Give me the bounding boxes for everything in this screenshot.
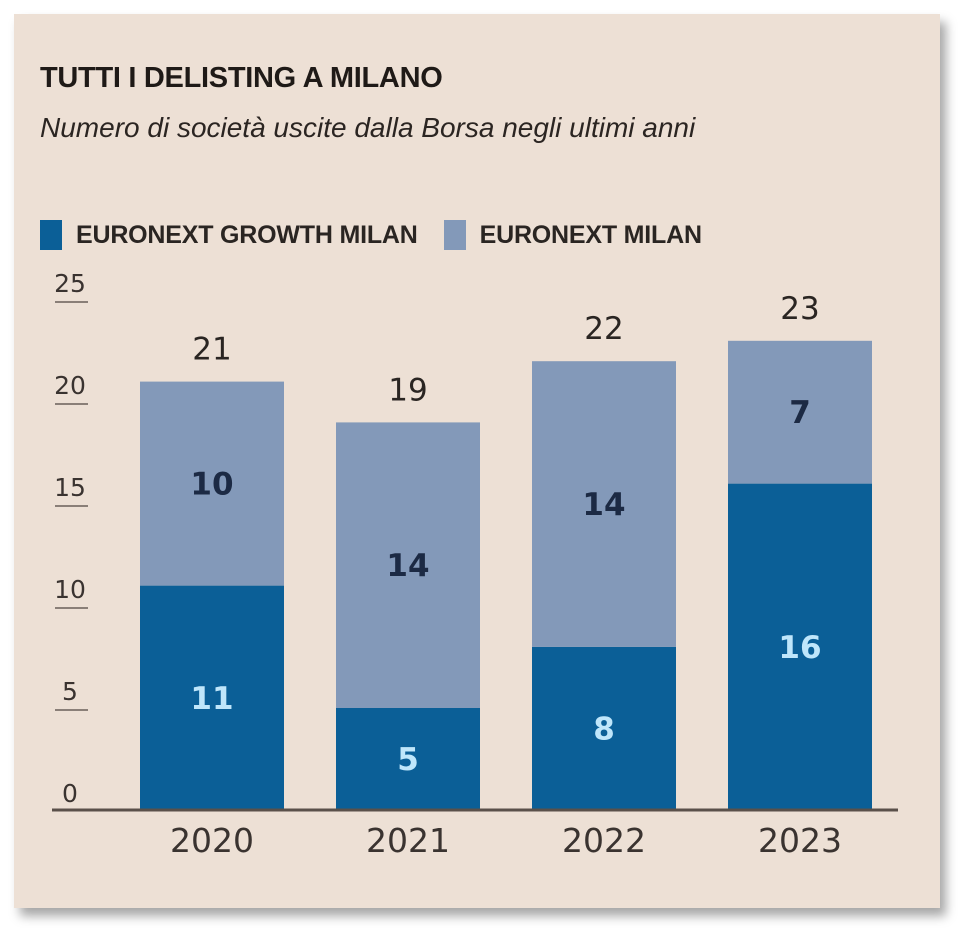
y-tick-label: 25 [54, 269, 86, 298]
x-tick-label: 2023 [758, 821, 842, 860]
total-label: 23 [780, 291, 819, 327]
legend: EURONEXT GROWTH MILAN EURONEXT MILAN [40, 220, 728, 250]
x-tick-label: 2022 [562, 821, 646, 860]
chart-title: TUTTI I DELISTING A MILANO [40, 62, 443, 94]
bar-segment-growth [532, 646, 676, 810]
x-tick-label: 2021 [366, 821, 450, 860]
bar-segment-growth [728, 483, 872, 810]
y-tick-label: 10 [54, 575, 86, 604]
legend-label-growth: EURONEXT GROWTH MILAN [76, 220, 418, 249]
segment-value-label: 16 [778, 630, 821, 666]
bar-segment-main [140, 381, 284, 586]
legend-swatch-growth [40, 220, 62, 250]
bar-segment-growth [336, 708, 480, 810]
legend-swatch-main [443, 220, 466, 250]
segment-value-label: 11 [190, 681, 233, 717]
bar-segment-growth [140, 585, 284, 810]
bar-segment-main [532, 361, 676, 647]
total-label: 19 [388, 372, 427, 408]
segment-value-label: 14 [386, 548, 429, 584]
legend-item-main: EURONEXT MILAN [443, 220, 702, 250]
segment-value-label: 7 [789, 395, 811, 431]
segment-value-label: 10 [190, 467, 233, 503]
segment-value-label: 5 [397, 742, 419, 778]
legend-item-growth: EURONEXT GROWTH MILAN [40, 220, 418, 250]
segment-value-label: 8 [593, 711, 615, 747]
chart-subtitle: Numero di società uscite dalla Borsa neg… [40, 112, 696, 143]
y-tick-label: 5 [62, 677, 78, 706]
y-tick-label: 0 [62, 779, 78, 808]
legend-label-main: EURONEXT MILAN [479, 220, 702, 249]
bar-segment-main [728, 340, 872, 484]
y-tick-label: 20 [54, 371, 86, 400]
y-tick-label: 15 [54, 473, 86, 502]
total-label: 21 [192, 332, 231, 368]
bar-segment-main [336, 422, 480, 708]
x-tick-label: 2020 [170, 821, 254, 860]
segment-value-label: 14 [582, 487, 625, 523]
total-label: 22 [584, 311, 623, 347]
